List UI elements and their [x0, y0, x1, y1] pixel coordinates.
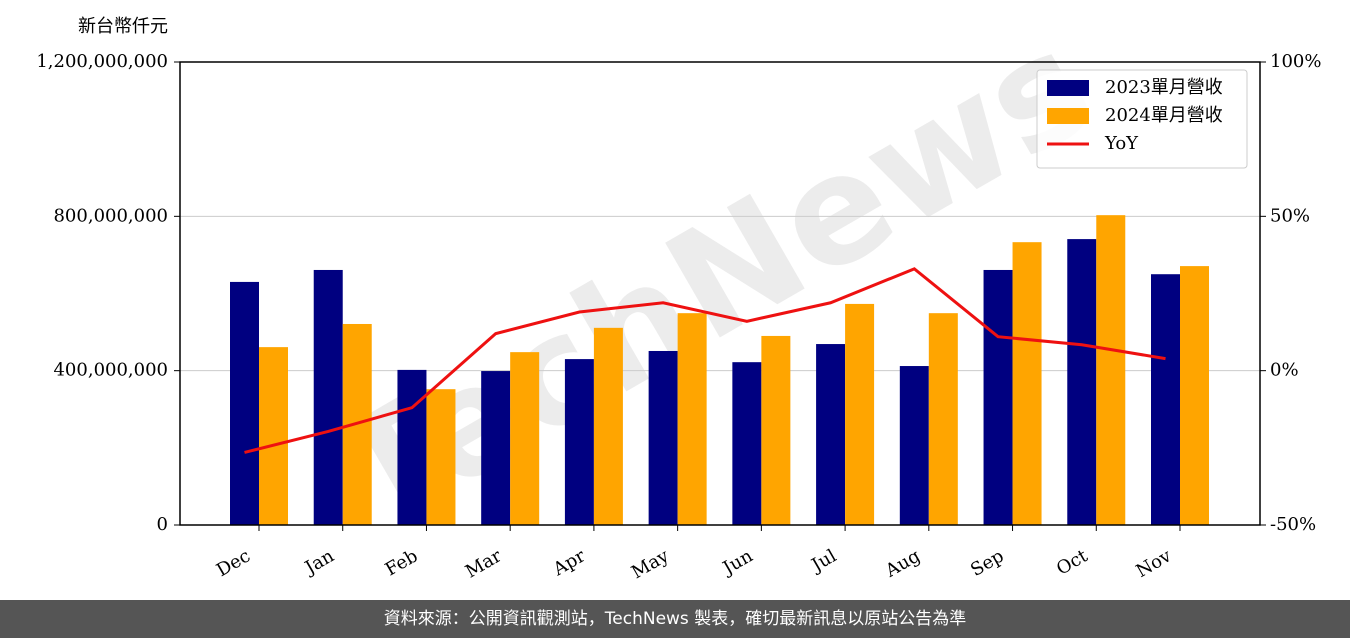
x-tick-label: Dec [213, 545, 254, 581]
bar [761, 335, 791, 525]
x-tick-label: Sep [967, 545, 1007, 580]
bar [564, 359, 594, 525]
bar [732, 362, 762, 525]
bar [510, 352, 540, 525]
bar [230, 281, 259, 525]
bar [1067, 239, 1097, 525]
bar [928, 313, 958, 525]
bar [816, 344, 846, 525]
bar [481, 371, 511, 525]
x-tick-label: Jun [718, 545, 757, 580]
x-tick-label: Nov [1133, 545, 1176, 582]
x-tick-label: Mar [462, 545, 506, 582]
y2-tick-label: 100% [1270, 51, 1321, 72]
bar [648, 350, 678, 525]
bar [845, 303, 875, 525]
legend-swatch [1047, 80, 1089, 96]
x-tick-label: Jul [807, 545, 841, 577]
x-tick-label: Apr [549, 545, 589, 580]
x-tick-label: Aug [881, 545, 924, 582]
y-tick-label: 800,000,000 [53, 205, 168, 226]
x-tick-label: Jan [300, 545, 338, 579]
bar [1180, 266, 1209, 525]
legend-label: YoY [1104, 133, 1139, 154]
y-tick-label: 0 [157, 514, 168, 535]
bar [313, 269, 343, 525]
bar [1012, 242, 1042, 525]
y2-tick-label: -50% [1270, 514, 1316, 535]
x-tick-label: May [628, 545, 673, 583]
legend-label: 2024單月營收 [1105, 105, 1223, 126]
y-tick-label: 400,000,000 [53, 360, 168, 381]
bar [397, 369, 427, 525]
bar [259, 347, 288, 525]
bar [983, 269, 1013, 525]
bar [677, 313, 707, 525]
legend-box [1036, 69, 1248, 169]
y-tick-label: 1,200,000,000 [36, 51, 168, 72]
bar [593, 327, 623, 525]
x-tick-label: Oct [1053, 545, 1092, 580]
bar [1151, 274, 1180, 525]
legend-label: 2023單月營收 [1105, 77, 1223, 98]
y2-tick-label: 0% [1270, 360, 1299, 381]
yoy-line [244, 267, 1166, 454]
plot-frame [179, 61, 1261, 526]
y2-tick-label: 50% [1270, 205, 1310, 226]
footer-text: 資料來源：公開資訊觀測站，TechNews 製表，確切最新訊息以原站公告為準 [384, 609, 966, 629]
y-axis-unit: 新台幣仟元 [78, 16, 168, 37]
bar [899, 366, 929, 525]
legend-swatch [1047, 108, 1089, 124]
footer-bar [0, 600, 1350, 638]
bar [1096, 215, 1126, 525]
bar [426, 389, 456, 525]
